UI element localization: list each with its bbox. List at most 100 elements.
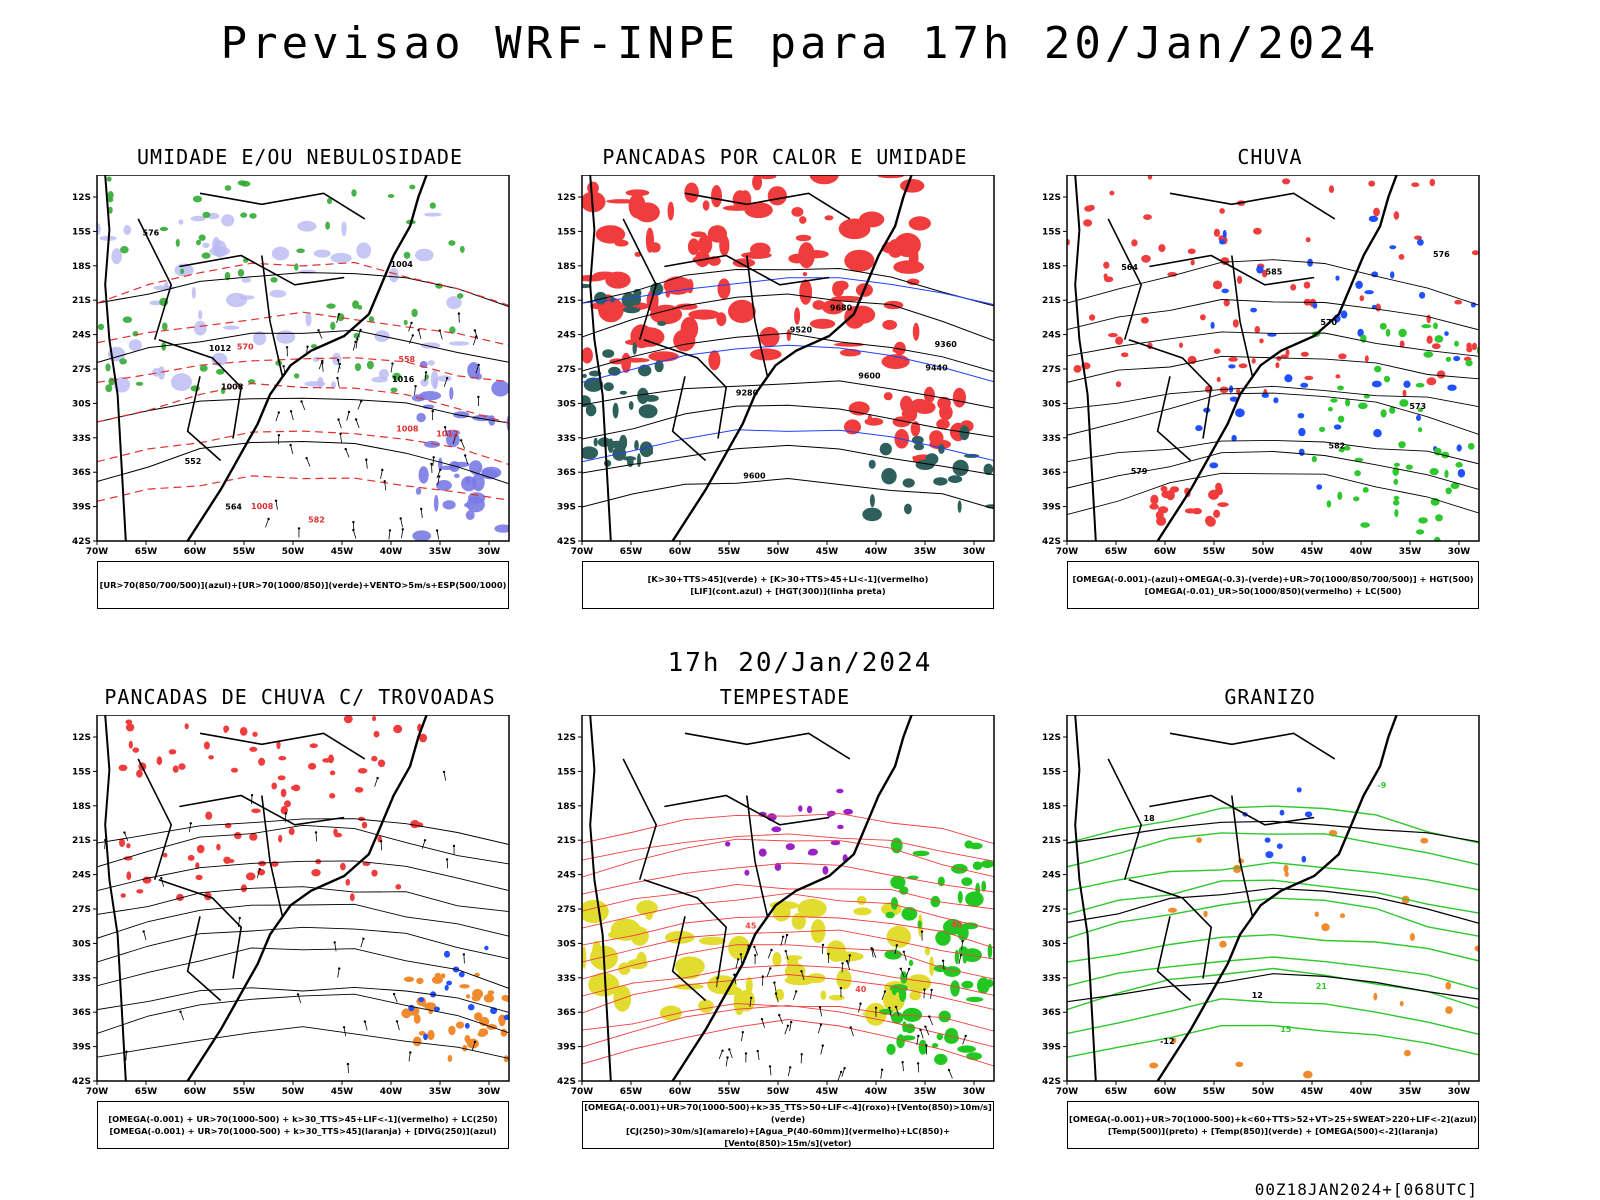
wind-vector: [414, 386, 416, 396]
wind-vector: [964, 1034, 967, 1038]
wind-vector: [284, 812, 288, 815]
wind-vector: [781, 935, 785, 938]
lat-tick-label: 15S: [1042, 227, 1061, 237]
lat-tick-label: 18S: [557, 262, 576, 272]
shaded-field: [1335, 275, 1340, 281]
shaded-field: [202, 242, 210, 248]
shaded-field: [464, 1022, 470, 1029]
wind-vector: [424, 372, 427, 382]
shaded-field: [836, 788, 844, 794]
wind-vector: [902, 1062, 904, 1072]
shaded-field: [448, 1025, 456, 1036]
wind-vector: [290, 411, 294, 421]
contour-label: 40: [951, 921, 963, 930]
contour-label: 564: [1121, 263, 1138, 272]
shaded-field: [205, 811, 213, 820]
shaded-field: [1298, 448, 1305, 456]
lon-tick-label: 35W: [914, 1087, 937, 1097]
wind-vector: [275, 500, 278, 510]
shaded-field: [1373, 207, 1380, 217]
wind-vector: [858, 1003, 861, 1013]
wind-vector: [457, 312, 461, 315]
lon-tick-label: 55W: [718, 547, 741, 557]
wind-vector: [948, 1069, 953, 1079]
shaded-field: [195, 862, 200, 869]
shaded-field: [440, 973, 446, 979]
shaded-field: [368, 316, 375, 323]
shaded-field: [1083, 219, 1093, 227]
shaded-field: [1120, 352, 1129, 358]
lat-tick-label: 42S: [1042, 1077, 1061, 1087]
shaded-field: [1265, 851, 1274, 859]
contour-label: 1008: [396, 425, 419, 434]
wind-vector: [340, 433, 342, 443]
shaded-field: [744, 869, 750, 876]
shaded-field: [1141, 254, 1151, 263]
state-border: [1128, 878, 1213, 979]
shaded-field: [487, 990, 495, 995]
shaded-field: [1321, 923, 1330, 932]
coastline-west: [104, 175, 127, 541]
shaded-field: [638, 404, 658, 419]
wind-vector: [737, 958, 740, 961]
wind-vector: [277, 411, 280, 414]
shaded-field: [1454, 340, 1459, 347]
shaded-field: [203, 741, 210, 750]
wind-vector: [845, 960, 849, 963]
wind-vector: [423, 839, 427, 842]
contour-line: [582, 429, 994, 463]
shaded-field: [625, 189, 650, 197]
contour-label: 9680: [830, 303, 853, 312]
wind-vector: [477, 395, 480, 399]
shaded-field: [1409, 933, 1415, 941]
shaded-field: [786, 956, 799, 967]
contour-label: 1008: [251, 502, 274, 511]
wind-vector: [289, 410, 293, 413]
shaded-field: [1213, 348, 1221, 354]
shaded-field: [444, 950, 450, 958]
shaded-field: [582, 274, 606, 282]
shaded-field: [119, 838, 125, 847]
lat-tick-label: 36S: [557, 1008, 576, 1018]
shaded-field: [481, 466, 502, 479]
contour-line: [582, 892, 994, 930]
shaded-field: [883, 392, 893, 401]
shaded-field: [1453, 355, 1461, 362]
wind-vector: [961, 940, 964, 943]
shaded-field: [1398, 328, 1407, 338]
shaded-field: [446, 980, 452, 986]
shaded-field: [744, 202, 773, 219]
shaded-field: [249, 213, 257, 219]
shaded-field: [1433, 536, 1441, 541]
shaded-field: [278, 834, 283, 843]
wind-vector: [290, 445, 294, 454]
shaded-field: [176, 893, 184, 902]
shaded-field: [412, 530, 432, 541]
shaded-field: [966, 996, 984, 1003]
wind-vector: [792, 991, 797, 1001]
wind-vector: [735, 959, 739, 969]
shaded-field: [162, 852, 168, 858]
wind-vector: [784, 935, 788, 944]
wind-vector: [334, 942, 337, 952]
lon-tick-label: 65W: [135, 1087, 158, 1097]
wind-vector: [778, 1015, 783, 1024]
shaded-field: [199, 364, 208, 372]
lat-tick-label: 21S: [72, 296, 91, 306]
shaded-field: [410, 820, 420, 829]
shaded-field: [247, 379, 256, 384]
lon-tick-label: 45W: [1301, 547, 1324, 557]
wind-vector: [285, 346, 289, 349]
wind-vector: [916, 1035, 919, 1045]
shaded-field: [498, 1017, 506, 1027]
state-border: [1149, 254, 1315, 286]
shaded-field: [1398, 254, 1405, 260]
shaded-field: [503, 1014, 509, 1020]
contour-label: 576: [143, 229, 160, 238]
shaded-field: [1213, 509, 1221, 518]
lat-tick-label: 33S: [72, 434, 91, 444]
shaded-field: [249, 833, 258, 841]
shaded-field: [415, 487, 422, 495]
lon-tick-label: 30W: [1448, 1087, 1471, 1097]
shaded-field: [215, 368, 225, 375]
